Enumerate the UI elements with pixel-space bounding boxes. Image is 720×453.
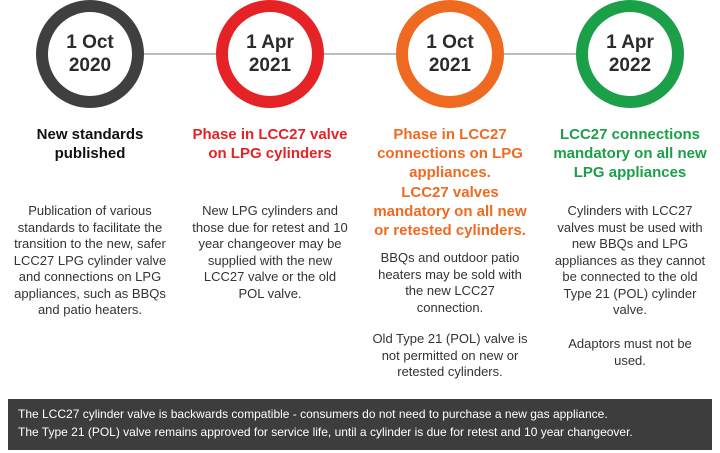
milestone-description: Publication of various standards to faci… [13, 203, 167, 317]
date-year: 2021 [248, 55, 292, 76]
date-year: 2021 [428, 55, 472, 76]
milestone-description-note: Old Type 21 (POL) valve is not permitted… [372, 331, 528, 379]
milestone-description: New LPG cylinders and those due for rete… [192, 203, 348, 301]
milestone-2021-oct: 1 Oct 2021 Phase in LCC27 connections on… [360, 0, 540, 395]
date-day-month: 1 Apr [606, 32, 654, 53]
date-circle: 1 Oct 2020 [36, 0, 144, 108]
timeline-connector [90, 53, 630, 55]
milestone-description-note: Adaptors must not be used. [568, 336, 692, 368]
date-year: 2022 [608, 55, 652, 76]
milestone-description: Cylinders with LCC27 valves must be used… [554, 203, 706, 317]
date-day-month: 1 Oct [426, 32, 474, 53]
milestone-title: LCC27 connections mandatory on all new L… [553, 126, 707, 181]
milestone-2021-apr: 1 Apr 2021 Phase in LCC27 valve on LPG c… [180, 0, 360, 395]
footer-line-pol-approval: The Type 21 (POL) valve remains approved… [18, 425, 633, 439]
date-circle: 1 Apr 2022 [576, 0, 684, 108]
date-year: 2020 [68, 55, 112, 76]
milestone-title: New standards published [36, 126, 144, 162]
milestone-subtitle: LCC27 valves mandatory on all new or ret… [373, 184, 527, 239]
footer-note: The LCC27 cylinder valve is backwards co… [8, 399, 712, 450]
milestone-description: BBQs and outdoor patio heaters may be so… [378, 250, 522, 315]
date-circle: 1 Oct 2021 [396, 0, 504, 108]
milestone-title: Phase in LCC27 valve on LPG cylinders [192, 126, 348, 162]
milestone-2022-apr: 1 Apr 2022 LCC27 connections mandatory o… [540, 0, 720, 395]
date-day-month: 1 Apr [246, 32, 294, 53]
footer-line-compatibility: The LCC27 cylinder valve is backwards co… [18, 407, 608, 421]
milestone-2020-oct: 1 Oct 2020 New standards published Publi… [0, 0, 180, 395]
date-day-month: 1 Oct [66, 32, 114, 53]
milestone-title: Phase in LCC27 connections on LPG applia… [377, 126, 523, 181]
date-circle: 1 Apr 2021 [216, 0, 324, 108]
